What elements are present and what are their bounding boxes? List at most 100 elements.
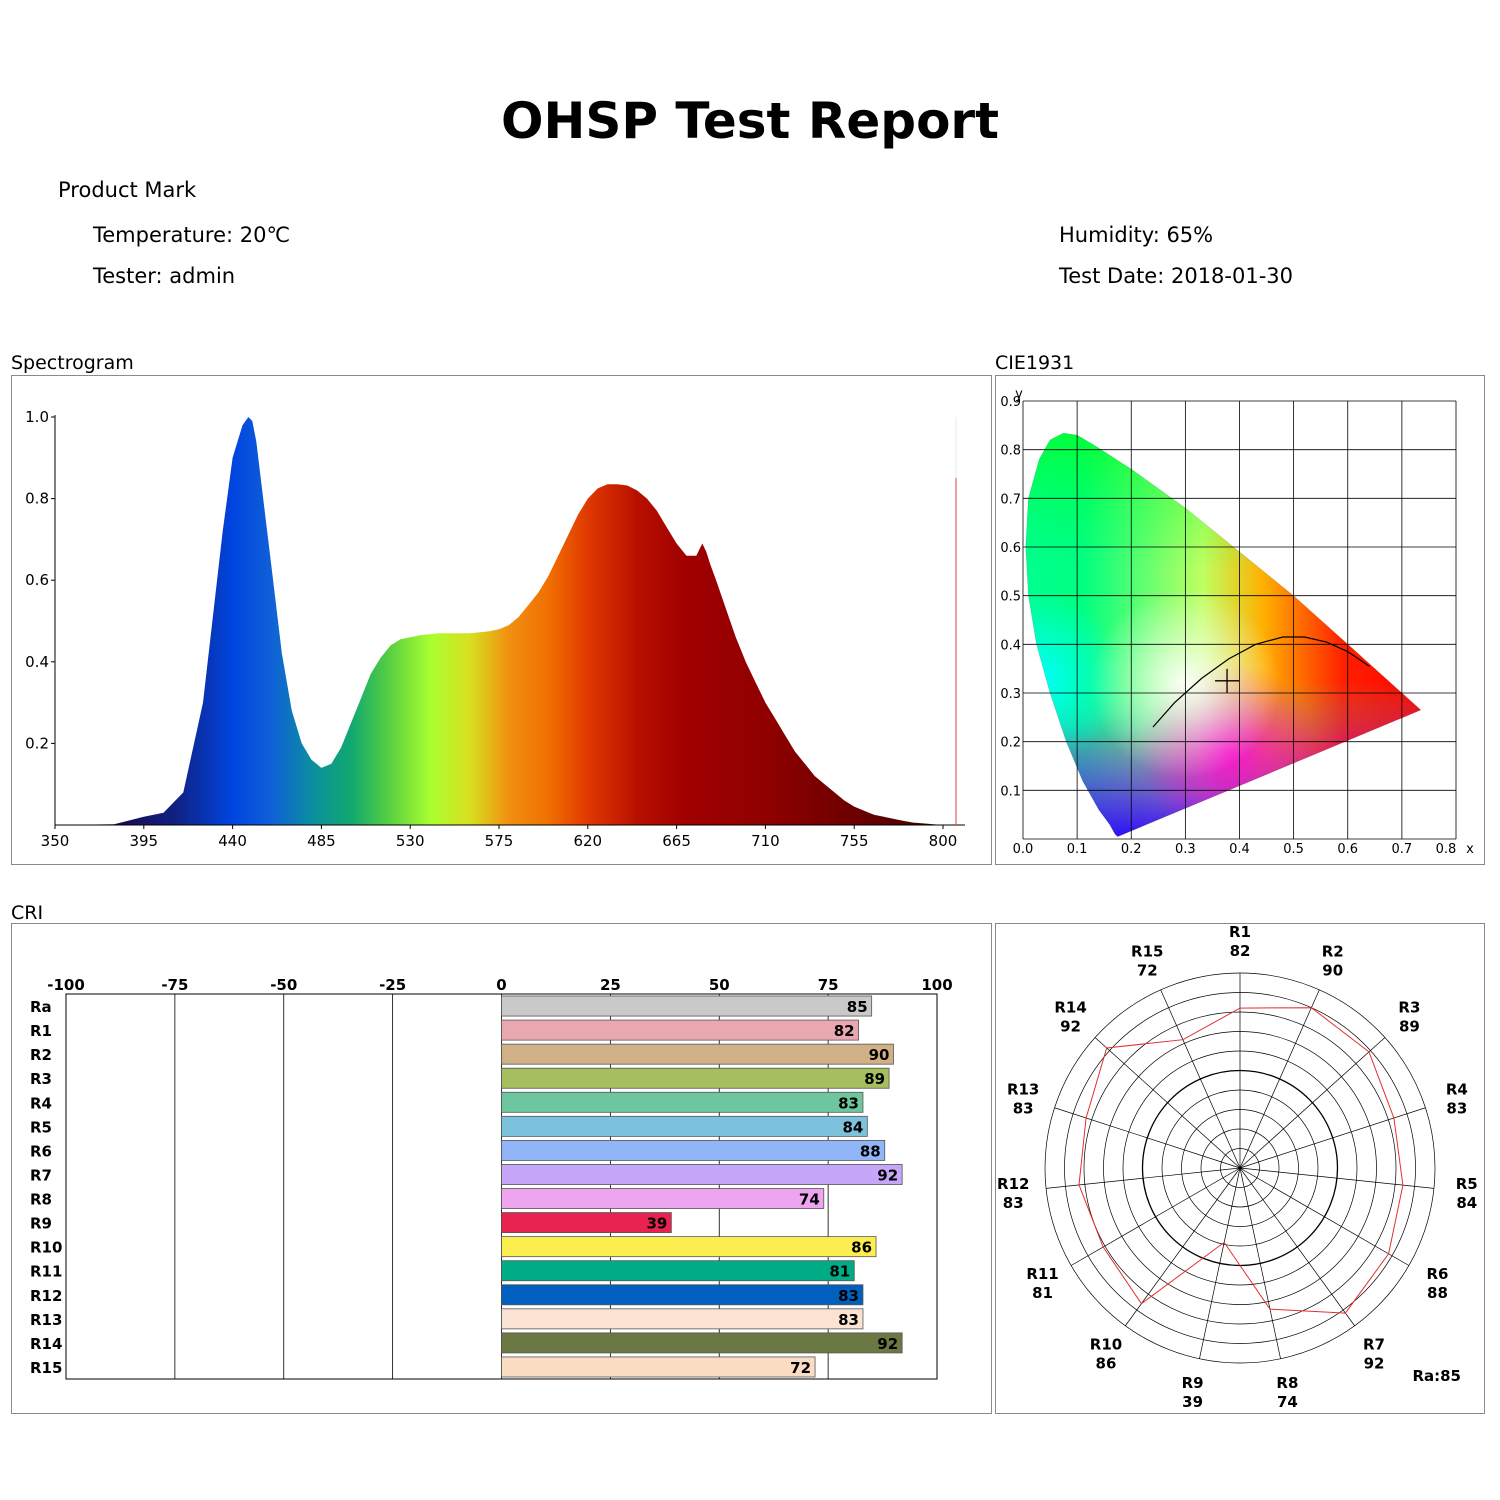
cie-x-tick: 0.3: [1175, 842, 1196, 857]
cri-bar: [501, 1236, 877, 1258]
spectrogram-label: Spectrogram: [11, 352, 134, 374]
cri-value-label: 89: [864, 1070, 885, 1088]
x-tick-label: 350: [41, 832, 70, 850]
polar-spoke: [1125, 1167, 1241, 1326]
cri-x-tick: -25: [379, 976, 406, 994]
cri-bar: [501, 1260, 855, 1282]
cie-y-tick: 0.6: [1000, 541, 1021, 556]
cri-category-label: R1: [30, 1022, 52, 1040]
polar-axis-value: 92: [1060, 1017, 1081, 1035]
polar-spoke: [1239, 989, 1320, 1169]
x-tick-label: 395: [129, 832, 158, 850]
cri-x-tick: -50: [270, 976, 297, 994]
cri-polar-line: [1078, 1007, 1404, 1314]
y-tick-label: 0.4: [25, 653, 49, 671]
cri-category-label: R5: [30, 1118, 52, 1136]
cri-x-tick: 0: [496, 976, 506, 994]
polar-spoke: [1054, 1107, 1241, 1169]
cie-x-tick: 0.8: [1436, 842, 1457, 857]
y-tick-label: 0.6: [25, 571, 49, 589]
cri-category-label: R2: [30, 1046, 52, 1064]
polar-axis-value: 92: [1364, 1354, 1385, 1372]
cie-x-label: x: [1466, 842, 1474, 857]
polar-axis-value: 74: [1277, 1393, 1298, 1411]
cie-x-tick: 0.6: [1337, 842, 1358, 857]
cri-value-label: 86: [851, 1239, 872, 1257]
x-tick-label: 665: [662, 832, 691, 850]
cri-category-label: R12: [30, 1287, 62, 1305]
polar-axis-label: R3: [1398, 998, 1420, 1016]
polar-axis-label: R10: [1090, 1335, 1122, 1353]
cie-y-tick: 0.1: [1000, 784, 1021, 799]
cie-x-tick: 0.4: [1229, 842, 1250, 857]
cri-value-label: 85: [847, 998, 868, 1016]
cie-y-tick: 0.4: [1000, 638, 1021, 653]
polar-axis-value: 90: [1322, 962, 1343, 980]
polar-spoke: [1199, 1167, 1241, 1359]
cri-value-label: 84: [842, 1118, 863, 1136]
cie-y-tick: 0.5: [1000, 590, 1021, 605]
polar-axis-label: R13: [1007, 1081, 1039, 1099]
cri-bar: [501, 995, 873, 1017]
polar-axis-label: R6: [1426, 1265, 1448, 1283]
polar-axis-value: 81: [1032, 1284, 1053, 1302]
cri-x-tick: 25: [600, 976, 621, 994]
cri-bar: [501, 1115, 868, 1137]
ra-summary-label: Ra:85: [1412, 1367, 1461, 1385]
polar-axis-value: 86: [1096, 1354, 1117, 1372]
polar-spoke: [1239, 1037, 1386, 1169]
cri-value-label: 83: [838, 1094, 859, 1112]
cri-value-label: 39: [646, 1215, 667, 1233]
y-tick-label: 1.0: [25, 408, 49, 426]
tester-text: Tester: admin: [93, 264, 236, 288]
cri-bar: [501, 1284, 864, 1306]
polar-spoke: [1070, 1167, 1241, 1266]
polar-axis-value: 89: [1399, 1017, 1420, 1035]
cri-category-label: R6: [30, 1142, 52, 1160]
planckian-locus: [1152, 636, 1370, 728]
polar-axis-label: R4: [1446, 1081, 1468, 1099]
cri-category-label: R8: [30, 1191, 52, 1209]
cri-category-label: R11: [30, 1263, 62, 1281]
cri-bar: [501, 1188, 825, 1209]
cri-category-label: R7: [30, 1166, 52, 1184]
humidity-text: Humidity: 65%: [1059, 223, 1214, 247]
cri-category-label: R9: [30, 1215, 52, 1233]
cri-x-tick: -100: [47, 976, 85, 994]
polar-axis-value: 83: [1013, 1100, 1034, 1118]
cie-panel: [995, 375, 1485, 865]
x-tick-label: 485: [307, 832, 336, 850]
cri-x-tick: 100: [921, 976, 952, 994]
x-tick-label: 440: [218, 832, 247, 850]
polar-axis-label: R15: [1131, 943, 1163, 961]
y-tick-label: 0.2: [25, 734, 49, 752]
cri-bar: [501, 1164, 903, 1185]
cri-x-tick: -75: [161, 976, 188, 994]
cie-y-tick: 0.3: [1000, 687, 1021, 702]
cri-x-tick: 75: [818, 976, 839, 994]
cri-bar: [501, 1139, 886, 1161]
polar-axis-value: 72: [1137, 962, 1158, 980]
cri-bar-panel: [11, 923, 992, 1414]
polar-axis-label: R12: [997, 1175, 1029, 1193]
polar-axis-value: 83: [1003, 1194, 1024, 1212]
test-date-text: Test Date: 2018-01-30: [1059, 264, 1294, 288]
polar-axis-label: R11: [1026, 1265, 1058, 1283]
polar-spoke: [1160, 989, 1241, 1169]
polar-axis-label: R5: [1456, 1175, 1478, 1193]
cri-bar: [501, 1019, 860, 1041]
cri-bar: [501, 1308, 864, 1330]
cri-category-label: R3: [30, 1070, 52, 1088]
cri-value-label: 72: [790, 1359, 811, 1377]
x-tick-label: 710: [751, 832, 780, 850]
cie-x-tick: 0.1: [1067, 842, 1088, 857]
polar-axis-value: 83: [1446, 1100, 1467, 1118]
cri-x-tick: 50: [709, 976, 730, 994]
cie-y-label: y: [1015, 387, 1023, 402]
cri-value-label: 83: [838, 1311, 859, 1329]
polar-spoke: [1239, 1107, 1426, 1169]
cie-x-tick: 0.0: [1013, 842, 1034, 857]
